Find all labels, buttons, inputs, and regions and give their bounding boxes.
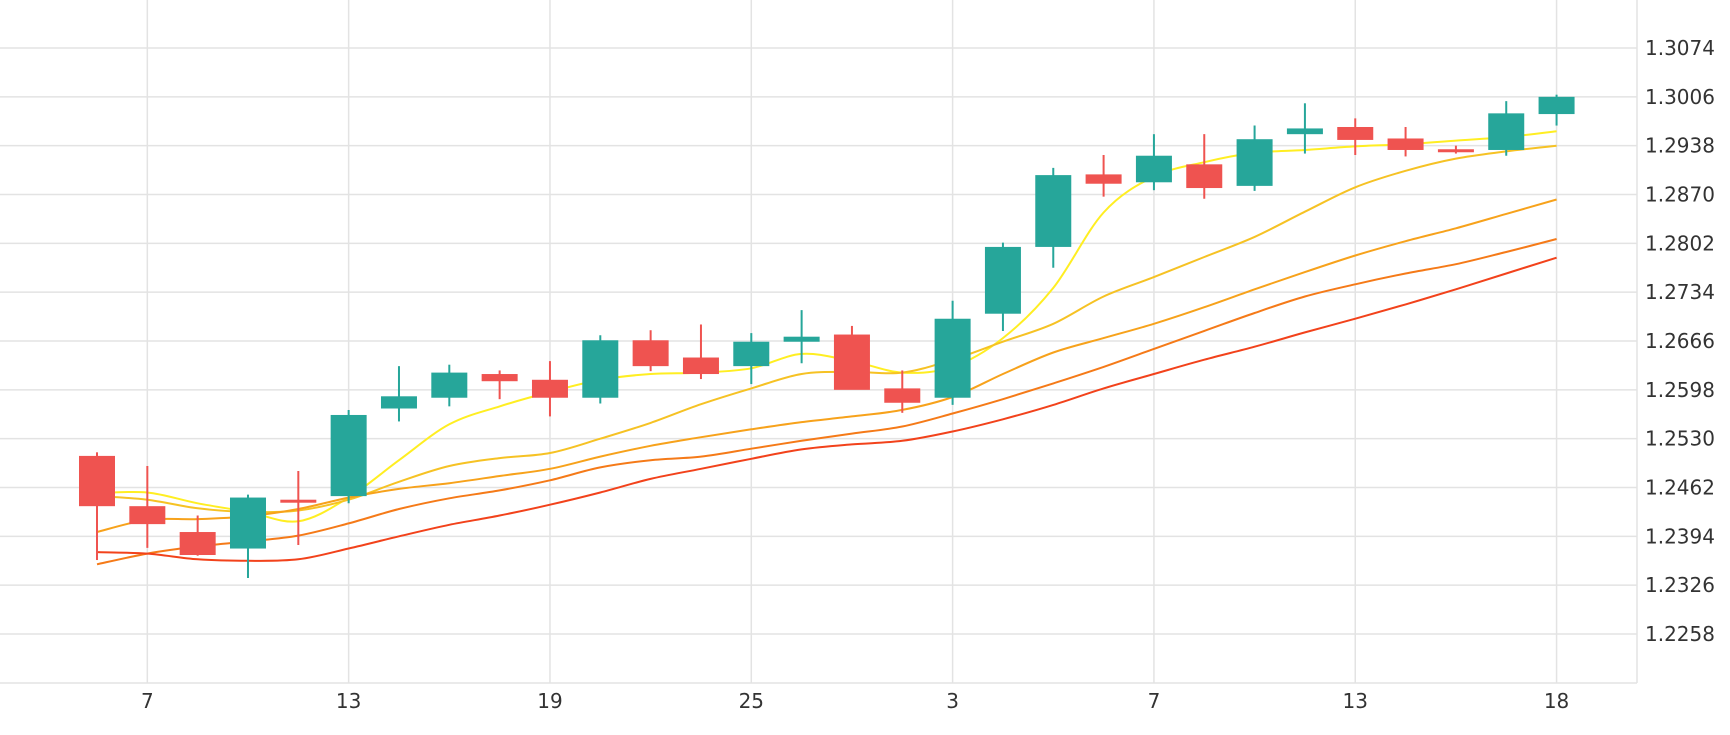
y-tick-label: 1.2462 <box>1645 476 1715 500</box>
candle <box>330 409 367 504</box>
y-tick-label: 1.2666 <box>1645 329 1715 353</box>
candle-body <box>1488 113 1525 150</box>
moving-average-line-1 <box>96 130 1557 523</box>
candle-body <box>431 372 468 398</box>
candles <box>79 94 1575 578</box>
candle-body <box>1035 175 1072 247</box>
y-tick-label: 1.2530 <box>1645 427 1715 451</box>
candle <box>1135 134 1172 191</box>
candle <box>1437 145 1474 154</box>
candle-body <box>179 532 216 556</box>
candle <box>531 361 568 417</box>
candle <box>1236 125 1273 191</box>
y-tick-label: 1.3074 <box>1645 36 1715 60</box>
candle <box>1035 167 1072 268</box>
candle <box>431 364 468 407</box>
candle-body <box>783 336 820 342</box>
candle-body <box>1135 155 1172 183</box>
candle-body <box>481 374 518 382</box>
candle-body <box>129 506 166 525</box>
candle <box>1538 94 1575 126</box>
candle-body <box>833 334 870 390</box>
candle-body <box>632 340 669 367</box>
candle <box>682 324 719 380</box>
candle <box>783 310 820 364</box>
candle <box>179 515 216 556</box>
candle-body <box>380 396 417 409</box>
candle <box>79 452 115 561</box>
candle <box>1488 101 1525 156</box>
candle <box>582 335 619 404</box>
candle-body <box>884 388 921 403</box>
candle <box>733 333 770 385</box>
candle <box>280 470 317 545</box>
candle-body <box>582 340 619 398</box>
x-tick-label: 3 <box>946 689 959 713</box>
candle-body <box>1337 126 1374 140</box>
y-tick-label: 1.2326 <box>1645 573 1715 597</box>
moving-average-lines <box>96 130 1557 566</box>
x-tick-label: 13 <box>336 689 361 713</box>
axes: 1.2258 1.2326 1.2394 1.2462 1.2530 1.2598 1.26… <box>141 36 1715 713</box>
y-tick-label: 1.2258 <box>1645 622 1715 646</box>
candle-body <box>1186 164 1223 189</box>
moving-average-line-5 <box>96 256 1557 562</box>
candle-body <box>229 497 266 549</box>
x-tick-label: 25 <box>739 689 764 713</box>
candle <box>984 242 1021 331</box>
candle <box>229 494 266 578</box>
candle <box>934 300 971 405</box>
x-tick-label: 19 <box>537 689 562 713</box>
candle <box>632 330 669 372</box>
candle-body <box>934 318 971 398</box>
candle-body <box>1085 174 1122 184</box>
candle <box>1337 118 1374 156</box>
moving-average-line-2 <box>96 144 1557 514</box>
y-tick-label: 1.3006 <box>1645 85 1715 109</box>
moving-average-line-4 <box>96 238 1557 566</box>
x-tick-label: 13 <box>1343 689 1368 713</box>
candle <box>1387 126 1424 157</box>
candle-body <box>79 455 115 507</box>
moving-average-line-3 <box>96 198 1557 533</box>
candle-body <box>1387 138 1424 150</box>
candle-body <box>733 341 770 367</box>
candle-body <box>682 357 719 375</box>
y-tick-label: 1.2870 <box>1645 183 1715 207</box>
candle-body <box>531 379 568 398</box>
candle-body <box>1437 149 1474 153</box>
candle <box>481 370 518 400</box>
candle-body <box>1286 128 1323 135</box>
candle <box>884 370 921 413</box>
y-tick-label: 1.2938 <box>1645 134 1715 158</box>
candle-body <box>984 246 1021 314</box>
candle-body <box>1538 96 1575 115</box>
candle <box>129 465 166 548</box>
y-tick-label: 1.2598 <box>1645 378 1715 402</box>
y-tick-label: 1.2734 <box>1645 280 1715 304</box>
candle-body <box>1236 139 1273 186</box>
candle <box>380 366 417 422</box>
y-tick-label: 1.2802 <box>1645 231 1715 255</box>
x-tick-label: 7 <box>141 689 154 713</box>
x-tick-label: 7 <box>1148 689 1161 713</box>
candle-body <box>330 414 367 497</box>
candle-body <box>280 499 317 503</box>
candle <box>833 325 870 390</box>
candle <box>1186 134 1223 199</box>
y-tick-label: 1.2394 <box>1645 524 1715 548</box>
x-tick-label: 18 <box>1544 689 1569 713</box>
candle <box>1286 103 1323 154</box>
candle <box>1085 155 1122 197</box>
